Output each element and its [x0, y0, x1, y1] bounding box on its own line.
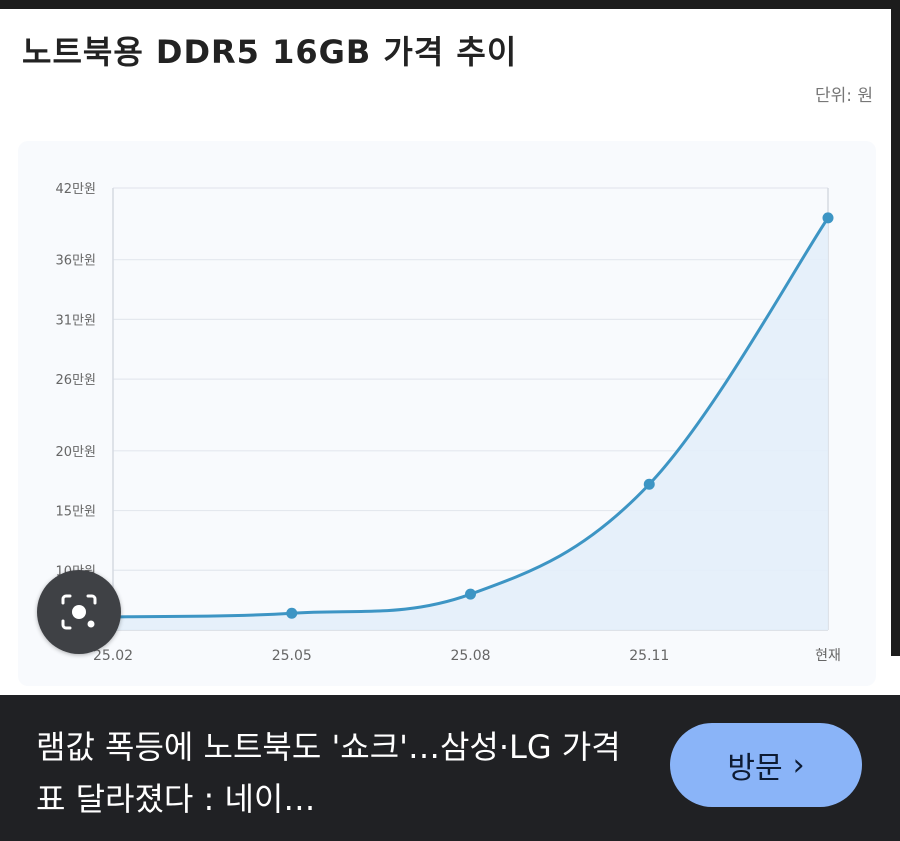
x-tick-label: 25.08	[450, 648, 490, 664]
article-headline[interactable]: 램값 폭등에 노트북도 '쇼크'…삼성·LG 가격표 달라졌다 : 네이…	[36, 728, 621, 818]
y-tick-label: 20만원	[56, 445, 96, 460]
x-tick-label: 25.02	[93, 648, 133, 664]
y-axis-labels: 10만원15만원20만원26만원31만원36만원42만원	[56, 182, 96, 579]
y-tick-label: 15만원	[56, 505, 96, 520]
data-point	[643, 478, 655, 490]
x-tick-label: 현재	[815, 648, 841, 664]
area-fill	[113, 217, 828, 630]
series-path	[112, 217, 830, 619]
visit-button[interactable]: 방문 ›	[670, 723, 862, 807]
y-tick-label: 36만원	[56, 254, 96, 269]
top-bar	[0, 0, 900, 9]
camera-search-icon	[61, 594, 97, 630]
result-footer: 램값 폭등에 노트북도 '쇼크'…삼성·LG 가격표 달라졌다 : 네이… 방문…	[0, 695, 900, 841]
y-tick-label: 26만원	[56, 373, 96, 388]
right-edge	[891, 9, 900, 656]
lens-search-button[interactable]	[37, 570, 121, 654]
unit-label: 단위: 원	[814, 86, 873, 106]
x-tick-label: 25.11	[629, 648, 669, 664]
y-tick-label: 42만원	[56, 182, 96, 197]
data-point	[822, 212, 834, 224]
y-tick-label: 31만원	[56, 313, 96, 328]
series-area	[113, 217, 828, 630]
chart-area: 10만원15만원20만원26만원31만원36만원42만원 25.0225.052…	[18, 141, 876, 686]
price-chart: 10만원15만원20만원26만원31만원36만원42만원 25.0225.052…	[56, 182, 841, 664]
article-image: 노트북용 DDR5 16GB 가격 추이 단위: 원 10만원15만원20만원2…	[0, 9, 891, 695]
data-point	[286, 607, 298, 619]
visit-label: 방문	[727, 751, 783, 786]
series-line	[112, 217, 830, 619]
x-axis-labels: 25.02 25.05 25.08 25.11 현재	[93, 648, 841, 664]
chevron-right-icon: ›	[792, 747, 805, 783]
data-point	[465, 588, 476, 600]
x-tick-label: 25.05	[272, 648, 312, 664]
chart-title: 노트북용 DDR5 16GB 가격 추이	[22, 33, 518, 71]
